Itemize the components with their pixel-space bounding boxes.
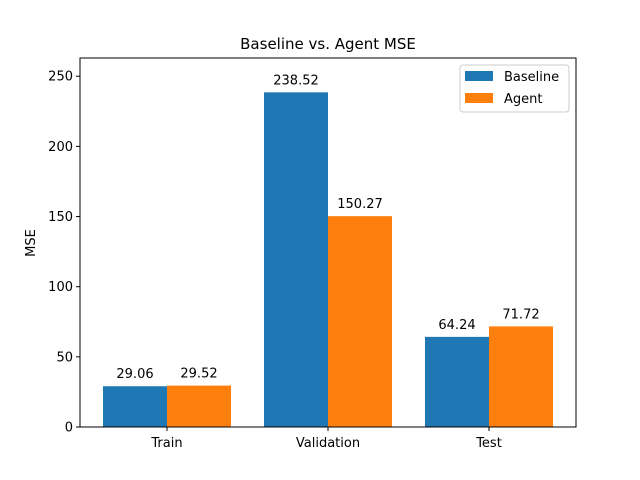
y-tick-label: 250	[48, 70, 73, 85]
x-tick-label: Train	[150, 436, 182, 451]
bar-baseline-validation	[264, 92, 328, 427]
legend-swatch-agent	[465, 93, 493, 103]
bar-baseline-test	[425, 336, 489, 427]
legend-label: Agent	[504, 92, 542, 107]
bar-baseline-train	[103, 386, 167, 427]
legend: Baseline Agent	[459, 64, 570, 113]
bar-agent-test	[489, 326, 553, 427]
y-tick-label: 50	[56, 350, 73, 365]
data-label: 29.06	[116, 367, 153, 382]
data-label: 238.52	[273, 73, 319, 88]
legend-label: Baseline	[504, 70, 559, 85]
y-tick-label: 150	[48, 210, 73, 225]
chart-title: Baseline vs. Agent MSE	[240, 35, 416, 53]
x-tick-label: Test	[475, 436, 502, 451]
y-axis-label: MSE	[24, 229, 39, 257]
data-label: 29.52	[180, 367, 217, 382]
legend-swatch-baseline	[465, 71, 493, 81]
x-tick-label: Validation	[296, 436, 360, 451]
bar-agent-train	[167, 385, 231, 427]
bar-agent-validation	[328, 216, 392, 427]
data-label: 71.72	[502, 307, 539, 322]
data-label: 150.27	[337, 197, 383, 212]
y-tick-label: 100	[48, 280, 73, 295]
data-label: 64.24	[438, 318, 475, 333]
y-tick-label: 0	[65, 421, 73, 436]
y-tick-label: 200	[48, 140, 73, 155]
plot-area: 29.06 238.52 64.24 29.52 150.27 71.72 0 50 100 15…	[48, 57, 577, 451]
